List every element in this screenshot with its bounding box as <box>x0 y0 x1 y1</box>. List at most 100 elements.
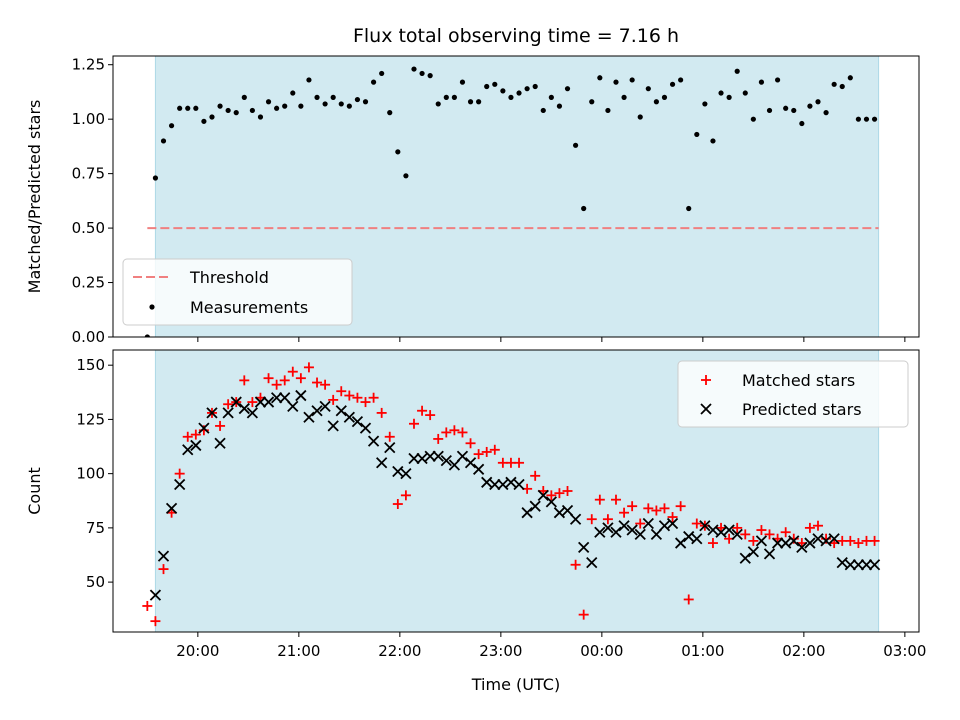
data-point <box>586 556 598 569</box>
data-point <box>618 520 630 532</box>
data-point <box>392 499 403 510</box>
series-matched-stars <box>142 362 880 627</box>
data-point <box>427 73 433 79</box>
x-tick-label: 23:00 <box>479 642 522 660</box>
data-point <box>807 103 813 109</box>
legend-measurements-label: Measurements <box>190 298 308 317</box>
data-point <box>683 530 695 543</box>
x-tick-label: 00:00 <box>580 642 623 660</box>
data-point <box>432 450 444 462</box>
data-point <box>548 94 554 100</box>
data-point <box>295 389 307 402</box>
data-point <box>578 609 589 620</box>
data-point <box>165 502 178 514</box>
data-point <box>239 375 250 386</box>
data-point <box>694 131 700 138</box>
data-point <box>554 488 565 499</box>
data-point <box>524 86 530 92</box>
data-point <box>149 589 162 601</box>
data-point <box>254 396 267 408</box>
data-point <box>392 465 404 478</box>
data-point <box>586 514 597 525</box>
data-point <box>265 99 272 105</box>
data-point <box>691 518 702 529</box>
data-point <box>564 86 571 92</box>
data-point <box>449 425 460 436</box>
data-point <box>215 420 226 431</box>
data-point <box>295 373 306 384</box>
data-point <box>855 116 861 122</box>
data-point <box>327 420 339 432</box>
data-point <box>489 444 500 455</box>
data-point <box>249 107 255 114</box>
data-point <box>653 99 659 105</box>
data-point <box>594 494 605 505</box>
data-point <box>424 450 436 462</box>
data-point <box>780 537 792 549</box>
data-point <box>174 468 185 479</box>
data-point <box>540 107 546 114</box>
data-point <box>182 431 193 442</box>
data-point <box>844 559 856 571</box>
data-point <box>160 138 167 144</box>
data-point <box>338 101 344 107</box>
data-point <box>831 81 837 87</box>
data-point <box>578 541 590 554</box>
data-point <box>209 114 215 120</box>
data-point <box>473 449 484 460</box>
data-point <box>796 541 808 554</box>
data-point <box>230 396 242 408</box>
data-point <box>157 550 170 562</box>
data-point <box>435 101 441 107</box>
data-point <box>667 512 678 523</box>
data-point <box>425 410 436 421</box>
data-point <box>287 366 298 377</box>
x-axis-label: Time (UTC) <box>471 675 560 694</box>
data-point <box>868 559 881 571</box>
axes-frame <box>112 55 920 338</box>
data-point <box>262 396 275 408</box>
data-point <box>742 90 748 96</box>
data-point <box>185 105 191 111</box>
data-point <box>222 407 234 419</box>
data-point <box>715 526 727 538</box>
data-point <box>750 116 756 122</box>
data-point <box>500 88 506 94</box>
data-point <box>766 107 773 114</box>
y-tick-label: 50 <box>86 573 105 591</box>
data-point <box>411 66 417 72</box>
data-point <box>678 77 684 83</box>
data-point <box>376 457 388 469</box>
data-point <box>336 386 347 397</box>
data-point <box>152 175 159 181</box>
data-point <box>440 454 452 467</box>
data-point <box>142 600 153 611</box>
data-point <box>732 522 743 533</box>
data-point <box>367 435 380 447</box>
data-point <box>635 518 646 529</box>
data-point <box>788 535 800 547</box>
data-point <box>182 444 194 456</box>
data-point <box>408 452 420 465</box>
data-point <box>764 529 775 540</box>
data-point <box>783 105 789 111</box>
data-point <box>417 405 428 416</box>
data-point <box>484 83 490 90</box>
data-point <box>643 503 654 514</box>
data-point <box>610 526 622 538</box>
data-point <box>241 94 247 100</box>
data-point <box>513 478 525 491</box>
x-tick-label: 20:00 <box>176 642 219 660</box>
axes-frame <box>112 349 920 633</box>
data-point <box>683 594 694 605</box>
data-point <box>282 103 288 109</box>
data-point <box>594 526 606 538</box>
data-point <box>836 556 848 569</box>
data-point <box>853 538 864 549</box>
data-point <box>290 90 296 96</box>
x-tick-label: 02:00 <box>782 642 825 660</box>
data-point <box>739 552 751 564</box>
data-point <box>403 173 409 179</box>
data-point <box>257 114 264 120</box>
data-point <box>346 103 352 109</box>
